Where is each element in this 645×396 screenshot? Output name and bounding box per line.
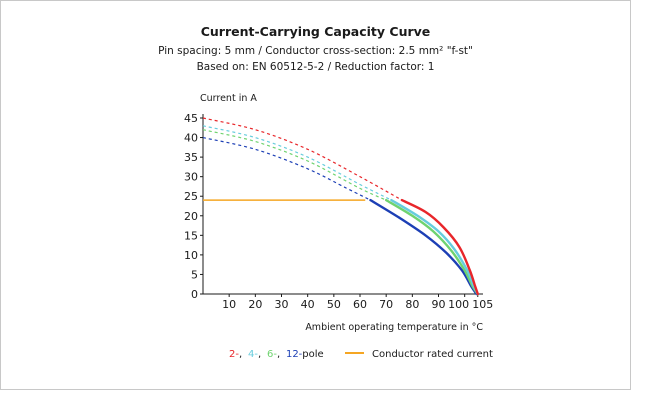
series-2pole-solid-line	[400, 198, 479, 296]
x-tick-label: 40	[301, 298, 315, 311]
y-tick-label: 5	[191, 268, 198, 281]
legend-pole-suffix: pole	[302, 349, 323, 360]
legend-entry-6pole: 6-	[267, 349, 277, 360]
legend-entry-4pole: 4-	[248, 349, 258, 360]
series-4pole-solid-line	[390, 198, 479, 296]
y-tick-label: 0	[191, 288, 198, 301]
x-axis-label: Ambient operating temperature in °C	[305, 322, 483, 333]
chart-subtitle-standard: Based on: EN 60512-5-2 / Reduction facto…	[196, 61, 435, 73]
chart-frame	[0, 0, 631, 390]
y-tick-label: 35	[184, 151, 198, 164]
x-tick-label: 60	[353, 298, 367, 311]
y-tick-label: 30	[184, 171, 198, 184]
y-tick-label: 25	[184, 190, 198, 203]
x-tick-label: 50	[327, 298, 341, 311]
x-tick-label: 70	[379, 298, 393, 311]
legend-separator: ,	[239, 349, 242, 360]
y-tick-label: 10	[184, 249, 198, 262]
legend: 2-, 4-, 6-, 12- pole Conductor rated current	[229, 349, 493, 360]
y-tick-label: 45	[184, 112, 198, 125]
x-tick-label: 90	[432, 298, 446, 311]
y-axis-label: Current in A	[200, 93, 257, 104]
legend-entry-2pole: 2-	[229, 349, 239, 360]
legend-entry-12pole: 12-	[286, 349, 303, 360]
x-tick-label: 20	[248, 298, 262, 311]
series-6pole-solid-line	[385, 198, 479, 296]
x-tick-label: 100	[448, 298, 469, 311]
x-tick-label: 80	[405, 298, 419, 311]
series-2pole-dashed-line	[202, 117, 403, 201]
y-tick-label: 20	[184, 210, 198, 223]
x-tick-label: 30	[275, 298, 289, 311]
chart-title: Current-Carrying Capacity Curve	[200, 24, 431, 39]
legend-separator: ,	[277, 349, 280, 360]
x-tick-label: 10	[222, 298, 236, 311]
x-tick-label: 105	[472, 298, 493, 311]
chart-subtitle-pin-spacing: Pin spacing: 5 mm / Conductor cross-sect…	[158, 45, 473, 57]
series-4pole-dashed-line	[202, 125, 392, 201]
y-tick-label: 15	[184, 229, 198, 242]
series-12pole-dashed-line	[202, 137, 371, 201]
y-tick-label: 40	[184, 132, 198, 145]
plot-area: 0 5 10 15 20 25 30 35 40 45 10 20 30 40 50 60 70 80 90 100 1…	[184, 112, 493, 311]
series-6pole-dashed-line	[202, 129, 387, 201]
legend-separator: ,	[258, 349, 261, 360]
legend-rated-current-label: Conductor rated current	[372, 349, 493, 360]
